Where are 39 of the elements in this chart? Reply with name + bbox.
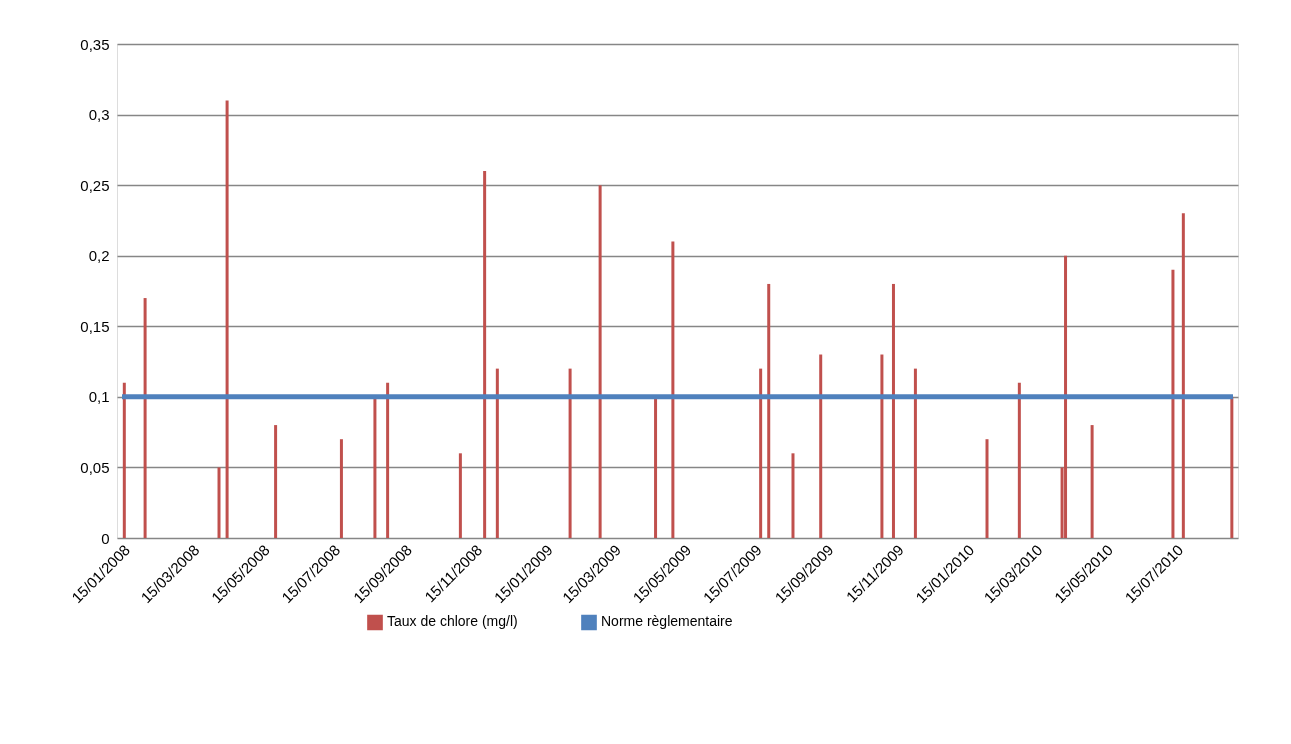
bar [1017,382,1021,538]
bar [122,382,126,538]
bar [985,439,989,538]
bar [225,100,229,538]
bar [1230,396,1234,538]
bar [880,354,884,538]
y-tick-label: 0,2 [88,247,110,265]
y-tick-label: 0,05 [80,458,110,476]
y-tick-label: 0 [101,529,110,547]
bar [274,425,278,538]
bar [217,467,221,538]
y-tick-label: 0,3 [88,106,110,124]
bar [458,453,462,538]
bar [767,283,771,538]
bar [671,241,675,538]
y-tick-label: 0,15 [80,317,110,335]
bar [373,396,377,538]
legend-label: Norme règlementaire [601,613,733,630]
bar [819,354,823,538]
bar [1064,255,1068,538]
bar [791,453,795,538]
bar [891,283,895,538]
bar [759,368,763,538]
bar [598,185,602,538]
bar [913,368,917,538]
bar [568,368,572,538]
bar [1090,425,1094,538]
bar [483,171,487,538]
y-tick-label: 0,1 [88,388,110,406]
bar [1181,213,1185,538]
bar [1171,269,1175,538]
bar [386,382,390,538]
y-tick-label: 0,25 [80,176,110,194]
legend-label: Taux de chlore (mg/l) [387,613,518,630]
bar [339,439,343,538]
bar [495,368,499,538]
bar [143,298,147,538]
bar [654,396,658,538]
y-tick-label: 0,35 [80,35,110,53]
